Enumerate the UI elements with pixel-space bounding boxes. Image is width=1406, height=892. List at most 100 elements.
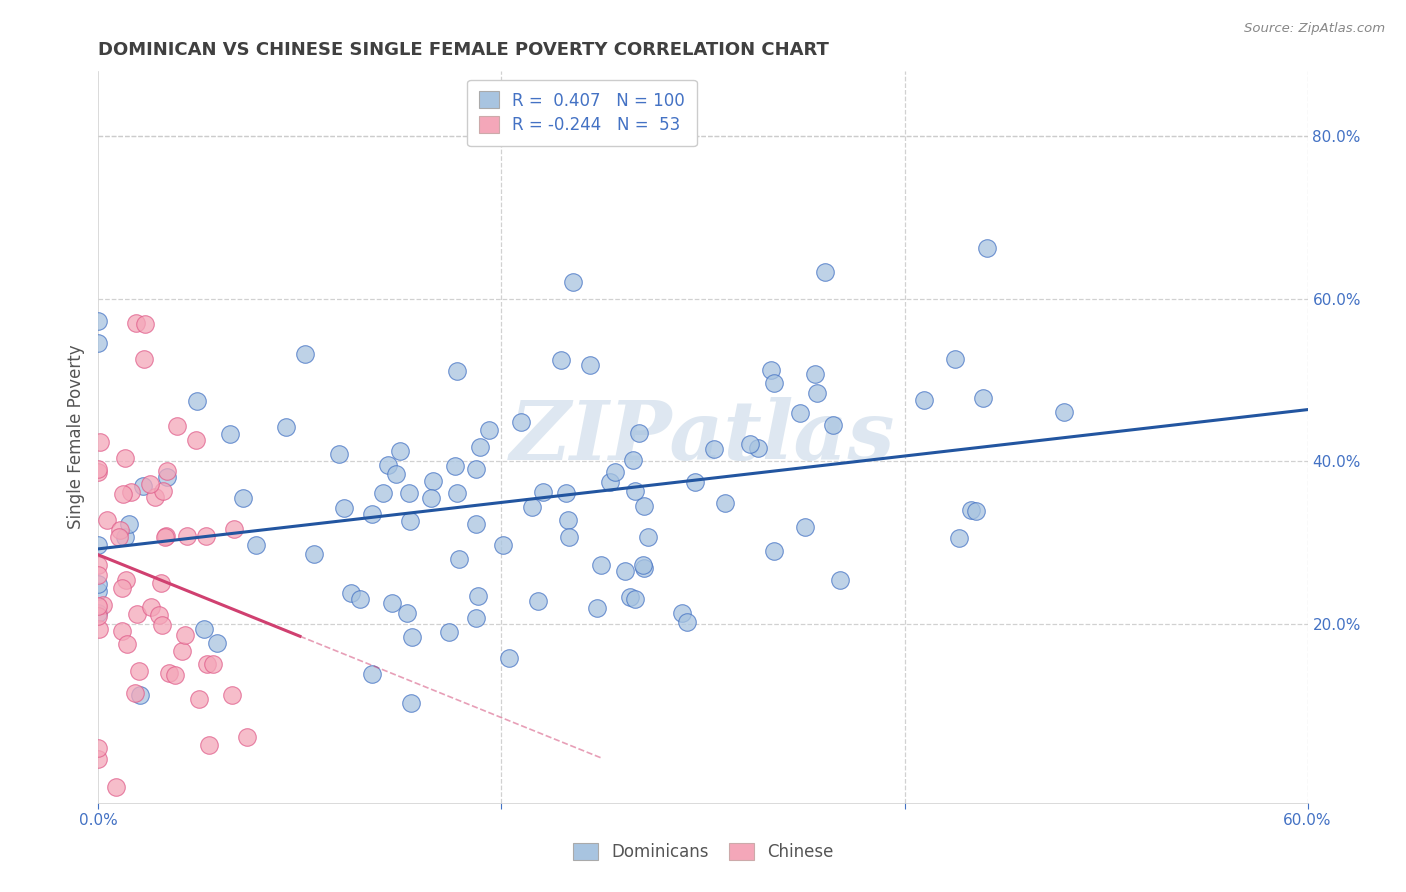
Point bbox=[389, 443, 412, 458]
Point bbox=[762, 376, 785, 390]
Point bbox=[172, 643, 194, 657]
Point bbox=[125, 317, 148, 331]
Point bbox=[557, 513, 579, 527]
Point bbox=[740, 437, 762, 451]
Point bbox=[637, 529, 659, 543]
Point bbox=[87, 583, 110, 598]
Point bbox=[104, 780, 127, 794]
Point bbox=[960, 503, 983, 517]
Point bbox=[399, 696, 422, 710]
Point bbox=[361, 666, 384, 681]
Point bbox=[87, 465, 110, 479]
Text: Source: ZipAtlas.com: Source: ZipAtlas.com bbox=[1244, 22, 1385, 36]
Point bbox=[156, 464, 179, 478]
Point bbox=[150, 618, 173, 632]
Point bbox=[464, 516, 486, 531]
Point bbox=[202, 657, 225, 671]
Point bbox=[236, 730, 259, 744]
Point bbox=[143, 490, 166, 504]
Point bbox=[155, 529, 177, 543]
Point bbox=[478, 423, 501, 437]
Point bbox=[108, 523, 131, 537]
Text: DOMINICAN VS CHINESE SINGLE FEMALE POVERTY CORRELATION CHART: DOMINICAN VS CHINESE SINGLE FEMALE POVER… bbox=[98, 41, 830, 59]
Point bbox=[128, 688, 150, 702]
Point bbox=[87, 741, 110, 756]
Point bbox=[114, 451, 136, 466]
Point bbox=[186, 393, 208, 408]
Point bbox=[599, 475, 621, 489]
Point bbox=[446, 486, 468, 500]
Point bbox=[948, 531, 970, 545]
Point bbox=[420, 491, 443, 505]
Point bbox=[245, 538, 267, 552]
Point bbox=[153, 530, 176, 544]
Point bbox=[558, 530, 581, 544]
Legend: Dominicans, Chinese: Dominicans, Chinese bbox=[567, 836, 839, 868]
Point bbox=[361, 508, 384, 522]
Point bbox=[193, 622, 215, 636]
Point bbox=[789, 406, 811, 420]
Point bbox=[1053, 405, 1076, 419]
Point bbox=[111, 487, 134, 501]
Point bbox=[633, 561, 655, 575]
Point bbox=[562, 275, 585, 289]
Point bbox=[152, 484, 174, 499]
Point bbox=[87, 558, 110, 573]
Point bbox=[821, 418, 844, 433]
Point bbox=[328, 446, 350, 460]
Point bbox=[449, 552, 471, 566]
Point bbox=[747, 441, 769, 455]
Point bbox=[624, 591, 647, 606]
Point bbox=[96, 513, 118, 527]
Point bbox=[148, 607, 170, 622]
Point bbox=[550, 352, 572, 367]
Point bbox=[492, 538, 515, 552]
Point bbox=[87, 335, 110, 350]
Point bbox=[218, 426, 240, 441]
Point bbox=[184, 433, 207, 447]
Point bbox=[115, 637, 138, 651]
Point bbox=[115, 574, 138, 588]
Point bbox=[198, 738, 221, 752]
Point bbox=[222, 522, 245, 536]
Point bbox=[621, 453, 644, 467]
Point bbox=[605, 465, 627, 479]
Point bbox=[446, 363, 468, 377]
Point bbox=[683, 475, 706, 489]
Point bbox=[195, 529, 218, 543]
Point bbox=[132, 479, 155, 493]
Point bbox=[156, 469, 179, 483]
Point bbox=[531, 485, 554, 500]
Point bbox=[793, 520, 815, 534]
Point bbox=[671, 607, 693, 621]
Point bbox=[467, 589, 489, 603]
Point bbox=[713, 496, 735, 510]
Point bbox=[132, 352, 155, 367]
Point bbox=[464, 462, 486, 476]
Point bbox=[384, 467, 406, 481]
Point bbox=[675, 615, 697, 629]
Point bbox=[828, 573, 851, 587]
Point bbox=[89, 435, 111, 450]
Point bbox=[87, 607, 110, 621]
Point bbox=[134, 317, 156, 331]
Point bbox=[124, 686, 146, 700]
Point bbox=[631, 558, 654, 573]
Point bbox=[87, 314, 110, 328]
Point bbox=[555, 486, 578, 500]
Point bbox=[87, 577, 110, 591]
Point bbox=[108, 530, 131, 544]
Point bbox=[633, 499, 655, 513]
Point bbox=[443, 458, 465, 473]
Point bbox=[619, 591, 641, 605]
Point bbox=[814, 265, 837, 279]
Point bbox=[912, 392, 935, 407]
Point bbox=[173, 628, 195, 642]
Point bbox=[972, 391, 994, 405]
Point bbox=[166, 418, 188, 433]
Point bbox=[87, 567, 110, 582]
Point bbox=[759, 363, 782, 377]
Point bbox=[339, 586, 361, 600]
Point bbox=[195, 657, 218, 671]
Point bbox=[381, 595, 404, 609]
